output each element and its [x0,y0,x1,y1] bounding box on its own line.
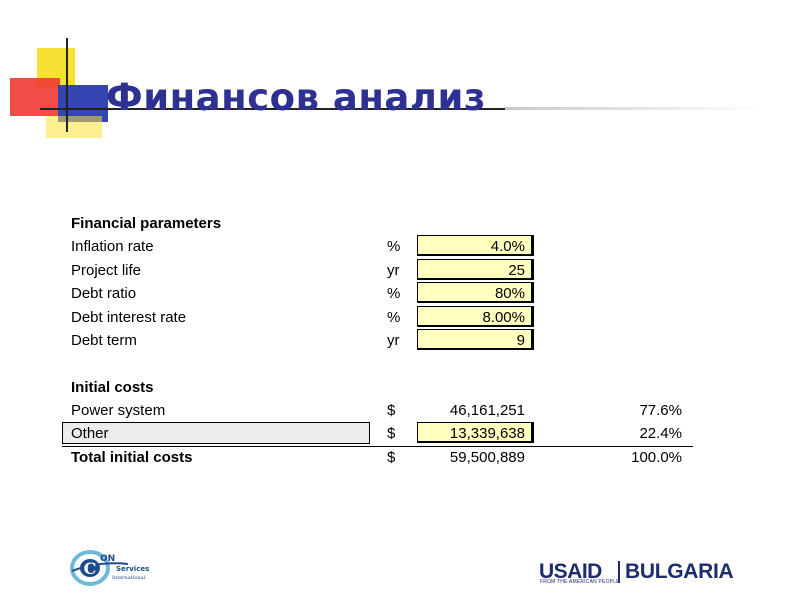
param-label: Debt ratio [71,285,137,302]
other-label-cell[interactable] [62,422,370,444]
total-value: 59,500,889 [449,449,525,466]
table-row: Inflation rate % 4.0% [62,235,702,258]
decor-fade-line [505,107,765,110]
cost-percent: 77.6% [639,402,682,419]
table-row: Debt interest rate % 8.00% [62,306,702,329]
param-value: 80% [494,285,525,302]
total-label: Total initial costs [71,449,193,466]
cost-unit: $ [387,425,396,442]
param-value: 9 [516,332,525,349]
encon-letter: C [84,559,97,578]
total-unit: $ [387,449,396,466]
input-cell[interactable] [417,422,534,443]
costs-heading: Initial costs [71,379,154,396]
input-cell[interactable] [417,306,534,327]
cost-value: 46,161,251 [449,402,525,419]
table-row: Power system $ 46,161,251 77.6% [62,399,702,422]
decor-vertical-line [66,38,68,132]
param-label: Debt term [71,332,137,349]
table-row: Debt term yr 9 [62,329,702,352]
table-row: Other $ 13,339,638 22.4% [62,422,702,445]
encon-services: Services [116,565,149,573]
param-unit: % [387,309,401,326]
param-unit: yr [387,262,400,279]
decor-yellow-strip [46,116,102,138]
input-cell[interactable] [417,282,534,303]
encon-logo: C ON Services International [70,550,149,586]
table-row: Debt ratio % 80% [62,282,702,305]
decor-red-square [10,78,60,116]
cost-value: 13,339,638 [449,425,525,442]
total-percent: 100.0% [631,449,682,466]
cost-label: Power system [71,402,166,419]
bulgaria-wordmark: BULGARIA [625,560,734,583]
total-row: Total initial costs $ 59,500,889 100.0% [62,446,702,469]
input-cell[interactable] [417,259,534,280]
param-unit: % [387,238,401,255]
cost-percent: 22.4% [639,425,682,442]
param-unit: % [387,285,401,302]
usaid-wordmark: USAID [539,560,602,583]
param-unit: yr [387,332,400,349]
input-cell[interactable] [417,329,534,350]
param-label: Inflation rate [71,238,154,255]
table-row: Project life yr 25 [62,259,702,282]
financial-heading-row: Financial parameters [62,212,702,235]
slide-title: Финансов анализ [106,76,486,119]
param-value: 4.0% [490,238,525,255]
usaid-tagline: FROM THE AMERICAN PEOPLE [540,579,620,585]
encon-international: International [112,575,146,581]
param-label: Project life [71,262,142,279]
param-label: Debt interest rate [71,309,187,326]
usaid-separator [618,561,620,583]
costs-heading-row: Initial costs [62,376,702,399]
total-divider [62,446,693,447]
cost-label: Other [71,425,109,442]
cost-unit: $ [387,402,396,419]
usaid-bulgaria-logo: USAID BULGARIA FROM THE AMERICAN PEOPLE [539,560,749,586]
param-value: 8.00% [482,309,525,326]
param-value: 25 [508,262,525,279]
financial-heading: Financial parameters [71,215,222,232]
title-underline [40,108,510,110]
encon-on: ON [100,554,115,564]
input-cell[interactable] [417,235,534,256]
